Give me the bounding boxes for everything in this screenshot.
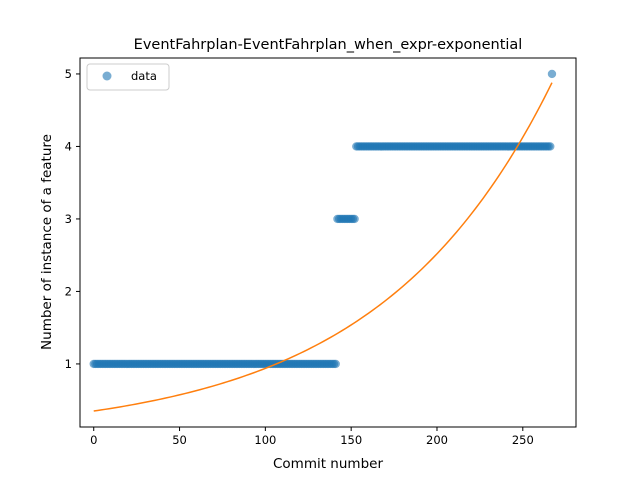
legend: data: [86, 63, 170, 91]
legend-label-data: data: [131, 69, 157, 83]
x-tick-label: 250: [512, 433, 534, 447]
y-tick-label: 3: [65, 212, 72, 226]
x-axis: 0 50 100 150 200 250: [90, 427, 534, 447]
y-axis: 1 2 3 4 5: [65, 67, 80, 371]
y-tick-label: 5: [65, 67, 72, 81]
x-tick-label: 50: [172, 433, 187, 447]
plot-frame: [79, 57, 577, 428]
legend-marker-data: [102, 71, 112, 81]
plot-area: [89, 69, 557, 412]
y-tick-label: 4: [65, 139, 72, 153]
data-point: [547, 69, 557, 79]
x-tick-label: 200: [426, 433, 448, 447]
chart-title: EventFahrplan-EventFahrplan_when_expr-ex…: [134, 37, 523, 53]
x-tick-label: 150: [340, 433, 362, 447]
x-tick-label: 100: [254, 433, 276, 447]
fit-line: [93, 82, 553, 412]
x-tick-label: 0: [90, 433, 97, 447]
y-axis-label: Number of instance of a feature: [39, 134, 55, 350]
y-tick-label: 2: [65, 284, 72, 298]
legend-frame: [86, 63, 170, 91]
data-point: [350, 214, 359, 224]
x-axis-label: Commit number: [273, 456, 383, 472]
data-point: [331, 359, 340, 369]
data-point: [546, 142, 555, 151]
y-tick-label: 1: [65, 357, 72, 371]
